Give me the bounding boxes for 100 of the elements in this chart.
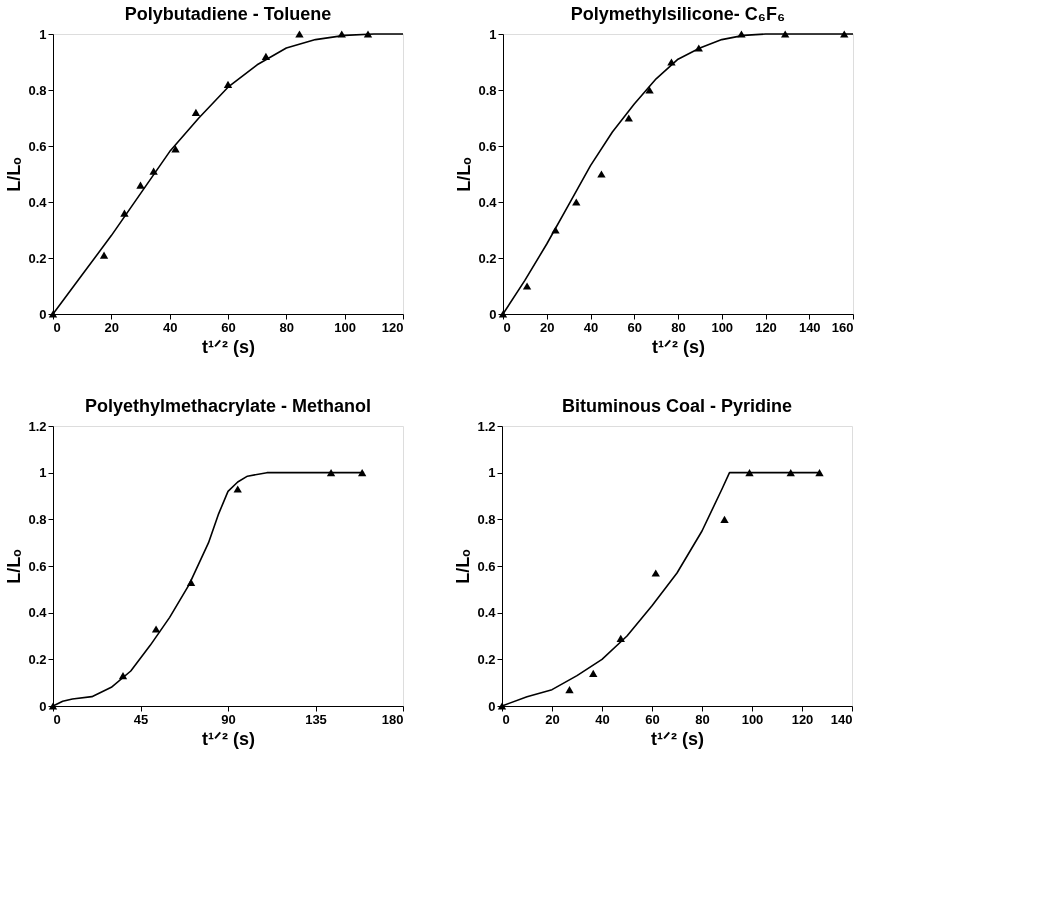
y-tick-label: 1: [39, 465, 47, 481]
y-tick-label: 0.6: [478, 138, 497, 154]
point: [565, 686, 574, 694]
x-tick-label: 40: [595, 711, 610, 727]
point: [223, 80, 233, 89]
x-tick-label: 90: [221, 711, 236, 727]
x-tick-label: 60: [645, 711, 660, 727]
y-tick-label: 0.6: [477, 558, 496, 574]
x-tick-label: 60: [221, 319, 236, 335]
point: [191, 108, 201, 117]
point: [118, 672, 128, 680]
y-tick-label: 0.8: [28, 82, 47, 98]
y-tick-label: 0.2: [28, 651, 47, 667]
y-tick-label: 0.8: [28, 511, 47, 527]
y-tick-label: 0: [488, 698, 496, 714]
x-tick-label: 45: [133, 711, 149, 727]
point: [815, 469, 824, 477]
y-tick-label: 0.8: [478, 82, 497, 98]
x-tick-label: 40: [583, 319, 599, 335]
point: [667, 58, 676, 66]
chart-title: Polymethylsilicone- C₆F₆: [570, 4, 786, 24]
y-tick-label: 0.6: [28, 558, 47, 574]
point: [616, 634, 625, 642]
point: [694, 44, 703, 52]
y-tick-label: 0.2: [28, 250, 47, 266]
point: [99, 251, 109, 259]
point: [589, 669, 598, 677]
x-tick-label: 80: [695, 711, 710, 727]
x-tick-label: 40: [162, 319, 178, 335]
point: [326, 469, 336, 477]
x-tick-label: 80: [279, 319, 295, 335]
y-tick-label: 1: [489, 26, 497, 42]
y-axis-title: L/Lₒ: [453, 549, 474, 584]
point: [357, 469, 367, 477]
x-tick-label: 120: [791, 711, 814, 727]
x-tick-label: 60: [627, 319, 642, 335]
x-tick-label: 100: [711, 319, 734, 335]
y-axis-title: L/Lₒ: [454, 157, 475, 192]
point: [786, 469, 795, 477]
y-tick-label: 0: [39, 306, 47, 322]
point: [645, 86, 654, 94]
x-tick-label: 20: [540, 319, 555, 335]
y-tick-label: 0.6: [28, 138, 47, 154]
chart-title: Bituminous Coal - Pyridine: [561, 396, 793, 416]
y-tick-label: 0.2: [478, 250, 497, 266]
point: [151, 625, 161, 633]
y-tick-label: 0.4: [478, 194, 498, 210]
point: [651, 569, 660, 577]
point: [572, 198, 581, 206]
y-tick-label: 1.2: [477, 418, 496, 434]
y-tick-label: 0.4: [28, 194, 48, 210]
x-axis-title: t¹ᐟ² (s): [652, 336, 705, 357]
y-tick-label: 1: [488, 465, 496, 481]
point: [149, 167, 158, 175]
x-tick-label: 180: [381, 711, 404, 727]
point: [337, 30, 346, 38]
y-tick-label: 0.2: [477, 651, 496, 667]
x-tick-label: 0: [502, 711, 510, 727]
x-tick-label: 140: [798, 319, 821, 335]
chart-title: Polybutadiene - Toluene: [124, 4, 332, 24]
point: [171, 145, 180, 153]
y-tick-label: 0: [39, 698, 47, 714]
point: [720, 515, 729, 523]
y-tick-label: 0: [489, 306, 497, 322]
x-tick-label: 0: [503, 319, 511, 335]
x-tick-label: 160: [831, 319, 854, 335]
y-tick-label: 1: [39, 26, 47, 42]
x-axis-title: t¹ᐟ² (s): [651, 728, 704, 749]
point: [136, 181, 145, 189]
point: [261, 52, 271, 61]
point: [597, 170, 606, 178]
x-axis-title: t¹ᐟ² (s): [202, 336, 255, 357]
point: [551, 226, 560, 234]
y-axis-title: L/Lₒ: [4, 549, 25, 584]
y-tick-label: 0.4: [28, 605, 48, 621]
point: [522, 282, 532, 290]
x-axis-title: t¹ᐟ² (s): [202, 728, 255, 749]
point: [186, 578, 196, 586]
y-tick-label: 0.4: [477, 605, 497, 621]
chart-title: Polyethylmethacrylate - Methanol: [84, 396, 372, 416]
x-tick-label: 120: [381, 319, 404, 335]
x-tick-label: 100: [741, 711, 764, 727]
y-axis-title: L/Lₒ: [4, 157, 25, 192]
point: [781, 30, 790, 38]
x-tick-label: 120: [755, 319, 777, 335]
y-tick-label: 1.2: [28, 418, 47, 434]
point: [624, 114, 633, 122]
y-tick-label: 0.8: [477, 511, 496, 527]
point: [295, 30, 304, 38]
point: [840, 30, 849, 38]
x-tick-label: 20: [545, 711, 560, 727]
x-tick-label: 135: [305, 711, 327, 727]
x-tick-label: 0: [53, 319, 61, 335]
point: [745, 469, 754, 477]
x-tick-label: 80: [671, 319, 686, 335]
x-tick-label: 20: [104, 319, 120, 335]
x-tick-label: 140: [830, 711, 853, 727]
x-tick-label: 0: [53, 711, 61, 727]
point: [120, 209, 129, 217]
point: [737, 30, 746, 38]
